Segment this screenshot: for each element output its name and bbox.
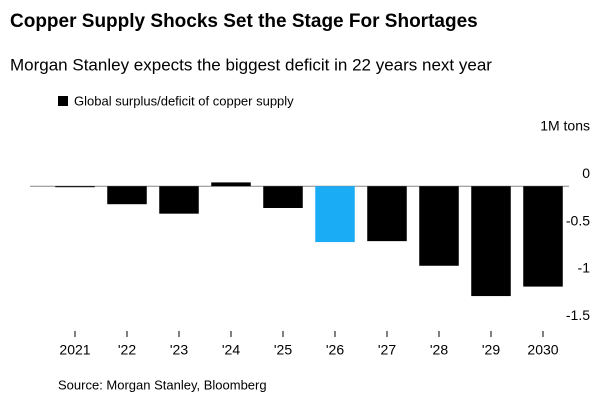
legend-swatch <box>58 96 68 106</box>
x-tick-label: 2021 <box>59 342 90 358</box>
x-tick-label: '27 <box>378 342 396 358</box>
y-unit: 1M tons <box>540 118 590 134</box>
bar <box>159 186 199 214</box>
y-tick-label: -1 <box>578 260 591 276</box>
bar <box>315 186 355 243</box>
x-tick-label: '28 <box>430 342 448 358</box>
x-tick-label: '29 <box>482 342 500 358</box>
bar <box>419 186 459 266</box>
x-tick-label: '24 <box>222 342 240 358</box>
x-tick-label: '25 <box>274 342 292 358</box>
bar <box>471 186 511 297</box>
bar <box>263 186 303 208</box>
chart-subtitle: Morgan Stanley expects the biggest defic… <box>10 55 492 74</box>
y-tick-label: -1.5 <box>566 307 590 323</box>
y-tick-label: 0 <box>582 165 590 181</box>
chart-title: Copper Supply Shocks Set the Stage For S… <box>10 11 478 32</box>
bar <box>107 186 147 205</box>
x-tick-label: '22 <box>118 342 136 358</box>
legend-label: Global surplus/deficit of copper supply <box>74 93 294 108</box>
x-tick-label: 2030 <box>527 342 558 358</box>
x-tick-label: '23 <box>170 342 188 358</box>
bar <box>211 182 251 187</box>
y-tick-label: -0.5 <box>566 212 590 228</box>
source: Source: Morgan Stanley, Bloomberg <box>58 377 267 392</box>
x-tick-label: '26 <box>326 342 344 358</box>
bar <box>523 186 563 287</box>
bar <box>55 186 95 188</box>
bar <box>367 186 407 242</box>
